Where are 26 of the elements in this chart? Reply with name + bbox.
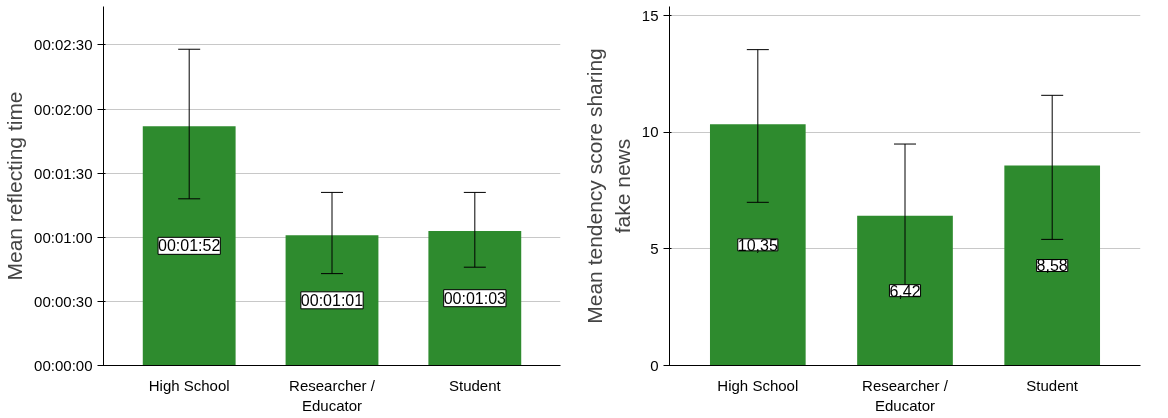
y-tick-label: 00:01:30 — [34, 164, 93, 182]
x-tick-label: High School — [717, 376, 799, 394]
y-tick-label: 10 — [641, 123, 659, 141]
y-axis-title: Mean tendency score sharing fake news — [583, 48, 634, 324]
bar — [428, 230, 522, 366]
bar — [285, 235, 379, 366]
bar — [1004, 165, 1101, 366]
bar — [142, 126, 236, 366]
bar — [709, 124, 806, 366]
y-tick-label: 00:00:30 — [34, 292, 93, 310]
y-tick-label: 5 — [650, 239, 659, 257]
y-tick-label: 15 — [641, 6, 659, 24]
x-tick-label: High School — [148, 376, 230, 394]
y-tick-label: 00:01:00 — [34, 228, 93, 246]
y-tick-label: 00:02:00 — [34, 100, 93, 118]
y-tick-label: 00:02:30 — [34, 36, 93, 54]
y-axis-title: Mean reflecting time — [3, 91, 27, 281]
bar — [857, 215, 953, 366]
x-tick-label: Researcher / Educator — [862, 376, 949, 414]
x-tick-label: Student — [448, 376, 502, 394]
data-label: 6,42 — [889, 282, 921, 300]
y-tick-label: 00:00:00 — [34, 357, 93, 374]
y-tick-label: 0 — [650, 356, 659, 374]
x-tick-label: Researcher / Educator — [289, 376, 376, 414]
data-label: 00:01:01 — [300, 291, 364, 309]
x-tick-label: Student — [1026, 376, 1079, 394]
